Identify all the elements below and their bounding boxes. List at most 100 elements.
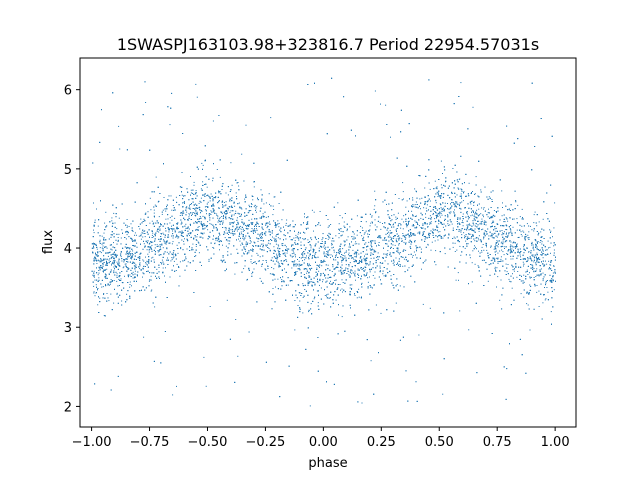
data-point bbox=[282, 245, 284, 247]
data-point bbox=[444, 202, 446, 204]
data-point bbox=[429, 222, 431, 223]
data-point bbox=[538, 221, 540, 223]
data-point bbox=[162, 209, 164, 211]
data-point bbox=[331, 244, 333, 246]
data-point bbox=[120, 256, 122, 258]
data-point bbox=[361, 282, 363, 284]
data-point bbox=[294, 300, 296, 301]
data-point bbox=[167, 218, 169, 220]
data-point bbox=[130, 223, 132, 225]
data-point bbox=[273, 268, 275, 270]
data-point bbox=[516, 218, 518, 220]
data-point bbox=[395, 238, 397, 240]
data-point bbox=[285, 256, 287, 257]
data-point bbox=[190, 192, 192, 194]
data-point bbox=[291, 280, 293, 282]
data-point bbox=[126, 251, 128, 253]
data-point bbox=[474, 216, 476, 218]
data-point bbox=[378, 245, 380, 246]
data-point bbox=[431, 241, 433, 243]
data-point bbox=[105, 211, 107, 213]
data-point bbox=[511, 248, 513, 250]
data-point bbox=[213, 226, 215, 227]
data-point bbox=[95, 292, 97, 294]
data-point bbox=[533, 230, 535, 232]
data-point bbox=[122, 267, 124, 269]
data-point bbox=[325, 246, 327, 248]
data-point bbox=[142, 276, 143, 278]
data-point bbox=[188, 228, 190, 230]
data-point bbox=[366, 262, 368, 264]
data-point bbox=[196, 96, 198, 98]
data-point bbox=[536, 291, 538, 293]
data-point bbox=[128, 252, 130, 254]
data-point bbox=[414, 227, 416, 229]
data-point bbox=[117, 239, 119, 241]
data-point bbox=[313, 298, 315, 300]
data-point bbox=[458, 231, 460, 232]
data-point bbox=[108, 300, 110, 302]
data-point bbox=[375, 212, 376, 214]
data-point bbox=[135, 234, 137, 236]
data-point bbox=[503, 221, 505, 223]
data-point bbox=[419, 231, 421, 233]
data-point bbox=[501, 249, 503, 251]
data-point bbox=[424, 187, 426, 189]
data-point bbox=[553, 245, 555, 247]
data-point bbox=[531, 243, 533, 245]
data-point bbox=[193, 181, 195, 183]
data-point bbox=[257, 240, 259, 242]
data-point bbox=[374, 205, 376, 207]
data-point bbox=[439, 231, 441, 233]
data-point bbox=[357, 269, 359, 271]
data-point bbox=[392, 248, 394, 249]
data-point bbox=[371, 221, 373, 223]
data-point bbox=[543, 265, 545, 267]
data-point bbox=[535, 240, 537, 242]
data-point bbox=[235, 192, 237, 194]
data-point bbox=[113, 266, 115, 268]
data-point bbox=[116, 275, 118, 277]
data-point bbox=[399, 252, 401, 254]
data-point bbox=[286, 219, 288, 221]
data-point bbox=[116, 228, 118, 230]
data-point bbox=[483, 208, 484, 210]
data-point bbox=[421, 268, 422, 270]
data-point bbox=[547, 280, 548, 281]
data-point bbox=[415, 254, 416, 256]
data-point bbox=[459, 310, 461, 312]
data-point bbox=[548, 247, 549, 249]
data-point bbox=[103, 259, 105, 261]
data-point bbox=[196, 211, 198, 213]
data-point bbox=[171, 259, 173, 261]
data-point bbox=[330, 224, 332, 225]
data-point bbox=[363, 236, 365, 238]
data-point bbox=[310, 249, 312, 251]
data-point bbox=[95, 284, 97, 286]
data-point bbox=[521, 225, 523, 227]
data-point bbox=[190, 176, 191, 177]
data-point bbox=[352, 257, 354, 258]
data-point bbox=[113, 280, 115, 281]
data-point bbox=[407, 224, 409, 226]
data-point bbox=[391, 219, 393, 221]
data-point bbox=[98, 270, 100, 271]
data-point bbox=[309, 263, 310, 265]
data-point bbox=[337, 261, 339, 263]
data-point bbox=[166, 241, 168, 243]
data-point bbox=[536, 225, 538, 227]
data-point bbox=[289, 224, 291, 226]
data-point bbox=[547, 291, 549, 293]
data-point bbox=[172, 241, 174, 243]
data-point bbox=[539, 241, 541, 243]
data-point bbox=[447, 224, 449, 226]
data-point bbox=[129, 286, 131, 288]
data-point bbox=[538, 306, 540, 307]
data-point bbox=[132, 271, 134, 273]
data-point bbox=[354, 243, 356, 245]
data-point bbox=[515, 201, 517, 203]
data-point bbox=[236, 248, 238, 250]
data-point bbox=[402, 191, 404, 193]
data-point bbox=[500, 242, 502, 244]
data-point bbox=[147, 264, 148, 266]
